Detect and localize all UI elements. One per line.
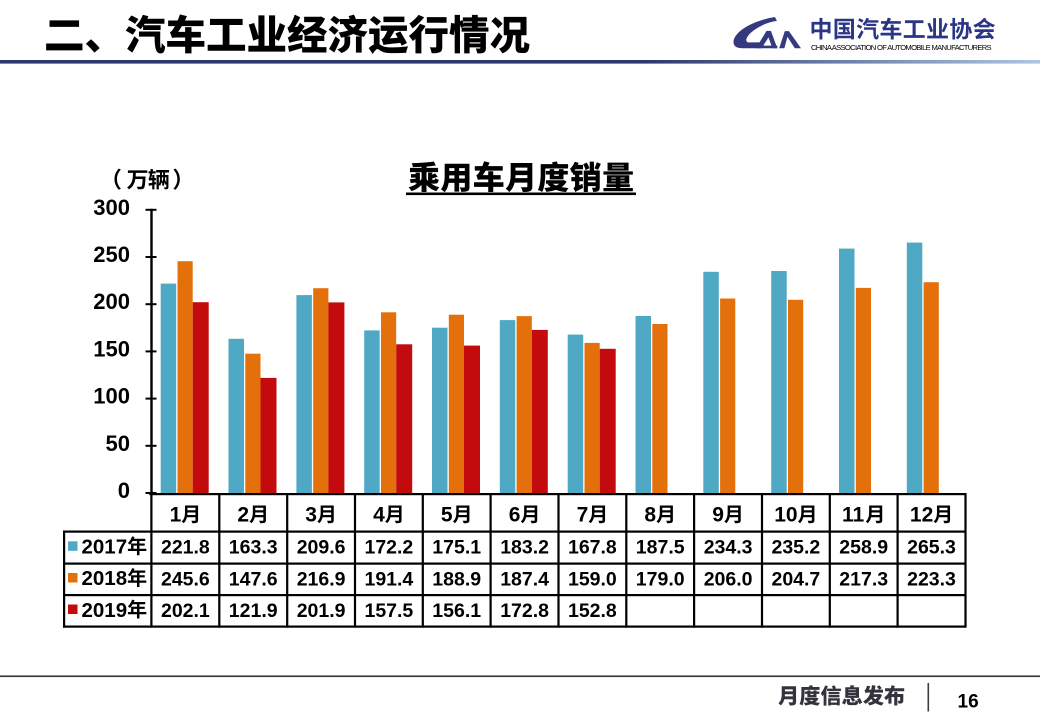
svg-text:300: 300 <box>93 195 130 220</box>
svg-text:5: 5 <box>441 504 453 527</box>
svg-text:258.9: 258.9 <box>839 537 888 559</box>
svg-text:50: 50 <box>106 431 130 456</box>
svg-text:183.2: 183.2 <box>500 537 549 559</box>
svg-text:188.9: 188.9 <box>432 569 481 591</box>
svg-text:16: 16 <box>958 692 979 713</box>
svg-text:175.1: 175.1 <box>432 537 481 559</box>
svg-text:4: 4 <box>373 504 385 527</box>
svg-text:152.8: 152.8 <box>568 600 617 622</box>
svg-text:156.1: 156.1 <box>432 600 481 622</box>
svg-text:216.9: 216.9 <box>297 569 346 591</box>
svg-text:8: 8 <box>644 504 656 527</box>
svg-text:172.8: 172.8 <box>500 600 549 622</box>
svg-text:1: 1 <box>170 504 182 527</box>
svg-text:2018: 2018 <box>82 567 128 590</box>
svg-text:172.2: 172.2 <box>364 537 413 559</box>
svg-text:200: 200 <box>93 289 130 314</box>
svg-text:121.9: 121.9 <box>229 600 278 622</box>
svg-text:191.4: 191.4 <box>364 569 413 591</box>
svg-text:9: 9 <box>712 504 724 527</box>
svg-text:179.0: 179.0 <box>636 569 685 591</box>
svg-text:204.7: 204.7 <box>771 569 820 591</box>
svg-text:7: 7 <box>577 504 589 527</box>
svg-text:201.9: 201.9 <box>297 600 346 622</box>
svg-text:245.6: 245.6 <box>161 569 210 591</box>
svg-text:157.5: 157.5 <box>364 600 413 622</box>
svg-text:2017: 2017 <box>82 536 128 559</box>
svg-text:202.1: 202.1 <box>161 600 210 622</box>
svg-text:2019: 2019 <box>82 599 128 622</box>
svg-text:163.3: 163.3 <box>229 537 278 559</box>
svg-text:265.3: 265.3 <box>907 537 956 559</box>
svg-text:2: 2 <box>237 504 249 527</box>
svg-text:3: 3 <box>305 504 317 527</box>
svg-text:235.2: 235.2 <box>771 537 820 559</box>
svg-text:234.3: 234.3 <box>704 537 753 559</box>
svg-text:100: 100 <box>93 384 130 409</box>
svg-text:209.6: 209.6 <box>297 537 346 559</box>
svg-text:147.6: 147.6 <box>229 569 278 591</box>
svg-text:206.0: 206.0 <box>704 569 753 591</box>
svg-text:150: 150 <box>93 336 130 361</box>
svg-text:223.3: 223.3 <box>907 569 956 591</box>
svg-text:11: 11 <box>842 504 865 527</box>
svg-text:167.8: 167.8 <box>568 537 617 559</box>
svg-text:221.8: 221.8 <box>161 537 210 559</box>
svg-text:12: 12 <box>910 504 933 527</box>
svg-text:6: 6 <box>509 504 521 527</box>
svg-text:187.4: 187.4 <box>500 569 549 591</box>
svg-text:CHINA ASSOCIATION OF AUTOMOBIL: CHINA ASSOCIATION OF AUTOMOBILE MANUFACT… <box>811 43 992 52</box>
svg-text:159.0: 159.0 <box>568 569 617 591</box>
svg-text:10: 10 <box>774 504 797 527</box>
svg-text:0: 0 <box>118 478 130 503</box>
svg-text:250: 250 <box>93 242 130 267</box>
svg-text:217.3: 217.3 <box>839 569 888 591</box>
svg-text:187.5: 187.5 <box>636 537 685 559</box>
